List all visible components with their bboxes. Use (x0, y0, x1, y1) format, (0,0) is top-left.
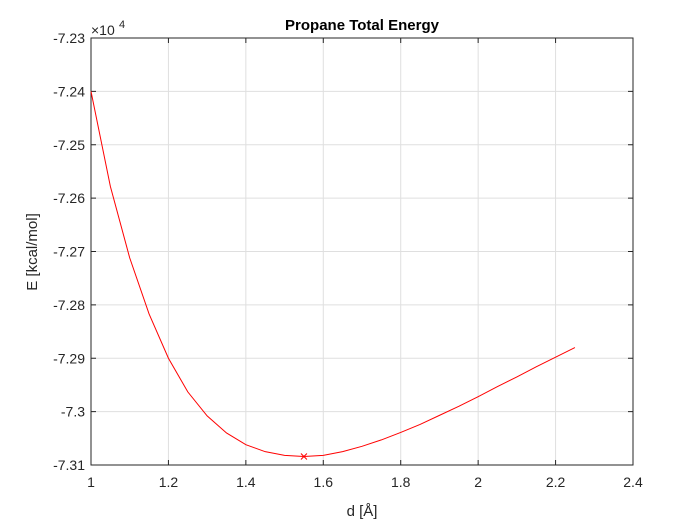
y-tick-label: -7.25 (53, 137, 85, 153)
axis-ticks (90, 37, 634, 466)
y-exponent-power: 4 (119, 19, 125, 31)
y-tick-label: -7.31 (53, 457, 85, 473)
x-tick-labels: 1 1.2 1.4 1.6 1.8 2 2.2 2.4 (87, 474, 643, 490)
x-axis-label: d [Å] (347, 503, 378, 520)
marker-stroke-b (300, 453, 308, 460)
y-tick-labels: -7.31 -7.3 -7.29 -7.28 -7.27 -7.26 -7.25 -7.24 -… (53, 30, 85, 473)
y-tick-label: -7.23 (53, 30, 85, 46)
y-exponent-base: ×10 (91, 22, 115, 38)
x-tick-label: 1.8 (391, 474, 411, 490)
x-tick-label: 1.2 (159, 474, 179, 490)
x-tick-label: 2.4 (623, 474, 643, 490)
y-tick-label: -7.26 (53, 190, 85, 206)
x-tick-label: 1.6 (314, 474, 334, 490)
x-tick-label: 2.2 (546, 474, 566, 490)
x-tick-label: 1 (87, 474, 95, 490)
x-tick-label: 1.4 (236, 474, 256, 490)
y-tick-label: -7.27 (53, 244, 85, 260)
y-tick-label: -7.28 (53, 297, 85, 313)
y-tick-label: -7.3 (61, 404, 85, 420)
y-exponent: ×10 4 (91, 19, 125, 38)
y-tick-label: -7.29 (53, 350, 85, 366)
y-tick-label: -7.24 (53, 83, 85, 99)
series-line-0 (90, 91, 576, 457)
chart-title: Propane Total Energy (285, 17, 440, 34)
y-axis-label: E [kcal/mol] (24, 213, 41, 291)
minimum-marker (300, 453, 308, 460)
series-group (90, 91, 576, 457)
x-tick-label: 2 (474, 474, 482, 490)
